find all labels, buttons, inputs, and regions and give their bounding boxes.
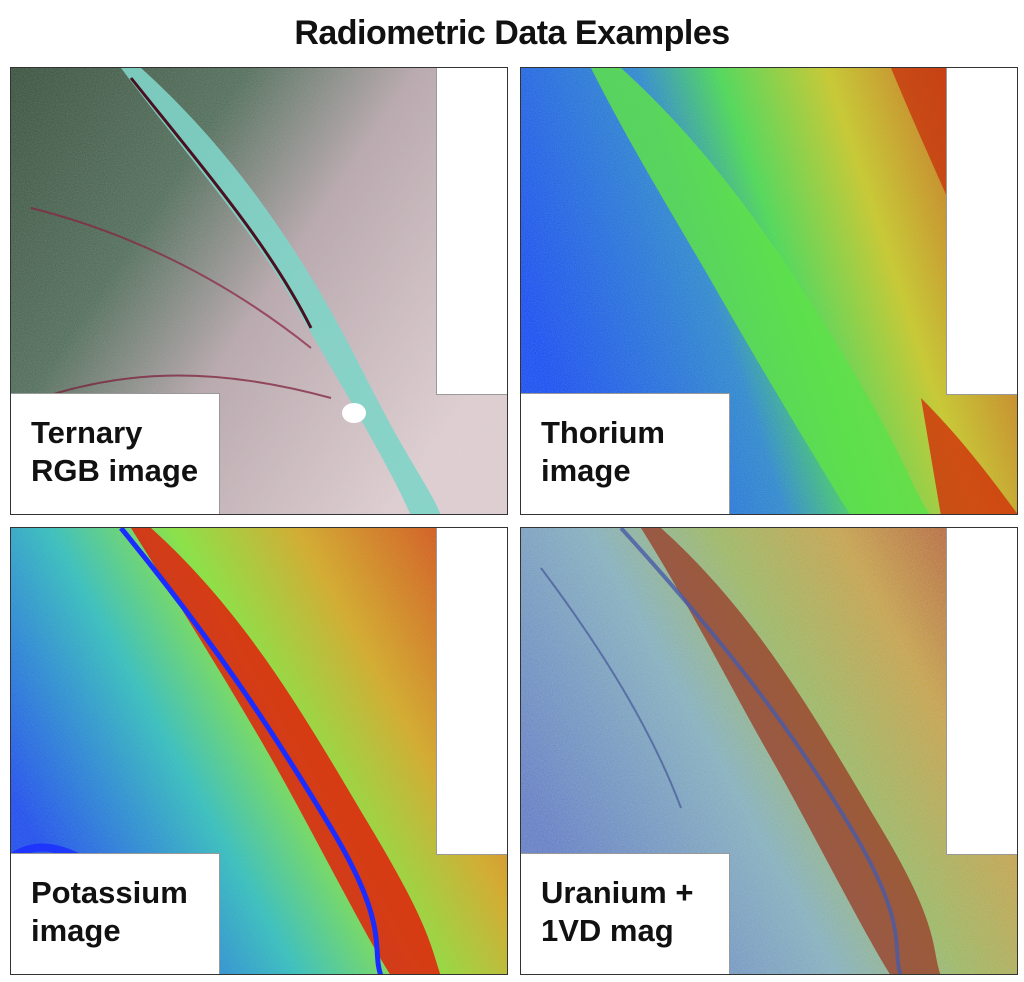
page-title: Radiometric Data Examples	[294, 14, 730, 52]
blank-area	[946, 68, 1017, 395]
panel-label: Potassium image	[31, 875, 188, 948]
blank-area	[946, 528, 1017, 855]
ternary-rgb-image	[11, 68, 507, 514]
thorium-panel: Thorium image	[520, 67, 1018, 515]
label-box: Thorium image	[521, 393, 730, 514]
panel-label: Uranium + 1VD mag	[541, 875, 694, 948]
panel-label: Ternary RGB image	[31, 415, 199, 488]
potassium-panel: Potassium image	[10, 527, 508, 975]
label-box: Ternary RGB image	[11, 393, 220, 514]
blank-area	[436, 528, 507, 855]
uranium-1vd-panel: Uranium + 1VD mag	[520, 527, 1018, 975]
label-box: Potassium image	[11, 853, 220, 974]
label-box: Uranium + 1VD mag	[521, 853, 730, 974]
panel-label: Thorium image	[541, 415, 665, 488]
ternary-rgb-panel: Ternary RGB image	[10, 67, 508, 515]
potassium-image	[11, 528, 507, 974]
blank-area	[436, 68, 507, 395]
